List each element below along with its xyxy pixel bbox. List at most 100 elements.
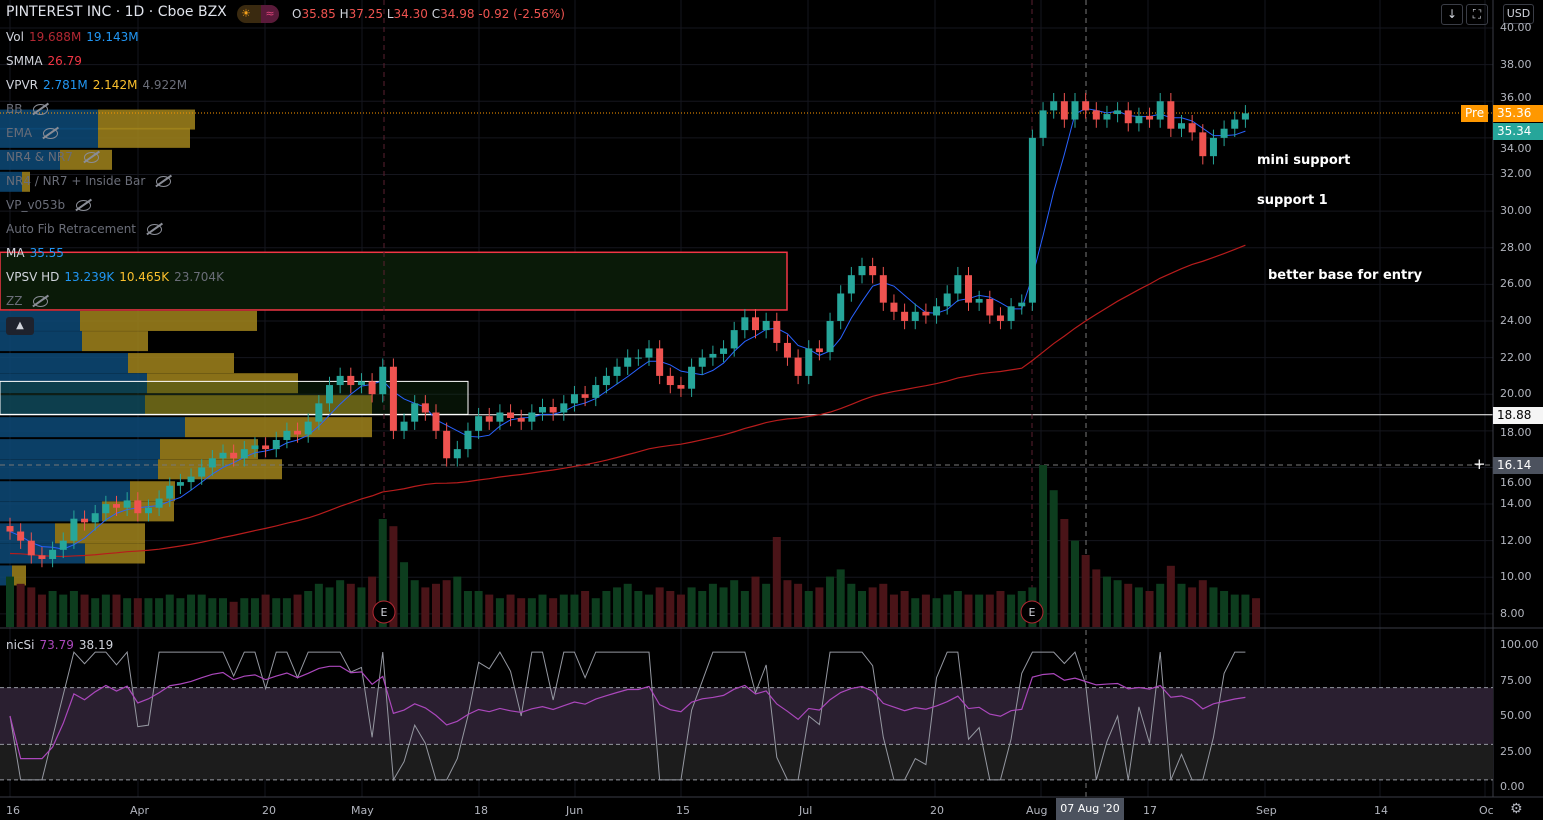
candle-body	[219, 452, 227, 459]
candle-body	[230, 452, 238, 459]
volume-bar	[943, 594, 952, 627]
volume-bar	[69, 591, 78, 627]
candle-body	[837, 293, 845, 321]
volume-bar	[250, 598, 259, 627]
candle-body	[581, 394, 589, 398]
candle-body	[283, 430, 291, 440]
candle-body	[1124, 110, 1132, 124]
resistance-zone-rectangle	[0, 251, 788, 311]
volume-bar	[911, 598, 920, 627]
hidden-eye-icon[interactable]	[43, 128, 59, 139]
oscillator-tick-label: 25.00	[1500, 744, 1532, 758]
candle-body	[1071, 101, 1079, 120]
currency-button[interactable]: USD	[1503, 4, 1534, 24]
candle-body	[176, 482, 184, 486]
hidden-eye-icon[interactable]	[156, 176, 172, 187]
collapse-legend-button[interactable]: ▲	[6, 317, 34, 335]
candle-body	[208, 458, 216, 468]
legend-vpvr[interactable]: VPVR 2.781M 2.142M 4.922M	[6, 78, 188, 92]
volume-bar	[527, 598, 536, 627]
candle-body	[613, 366, 621, 376]
legend-vpsv[interactable]: VPSV HD 13.239K 10.465K 23.704K	[6, 270, 224, 284]
candle-body	[368, 381, 376, 395]
volume-bar	[1071, 540, 1079, 627]
time-tick-label: Aug	[1026, 804, 1048, 817]
volume-bar	[378, 519, 387, 627]
candle-body	[901, 311, 909, 321]
volume-profile-down	[12, 565, 26, 586]
candle-body	[1028, 137, 1036, 303]
volume-bar	[889, 594, 898, 627]
volume-bar	[144, 598, 153, 627]
exchange: Cboe BZX	[157, 4, 227, 20]
volume-bar	[1007, 594, 1016, 627]
symbol-header[interactable]: PINTEREST INC · 1D · Cboe BZX	[6, 4, 227, 20]
candle-body	[1103, 114, 1111, 120]
legend-vp[interactable]: VP_v053b	[6, 198, 92, 212]
legend-ema[interactable]: EMA	[6, 126, 59, 140]
volume-bar	[1124, 583, 1133, 627]
scroll-to-latest-button[interactable]: ↓	[1441, 4, 1463, 25]
interval[interactable]: 1D	[124, 4, 145, 20]
candle-body	[326, 385, 333, 404]
volume-bar	[37, 594, 46, 627]
oscillator-tick-label: 75.00	[1500, 673, 1532, 687]
volume-bar	[645, 594, 653, 627]
price-tick-label: 38.00	[1500, 57, 1532, 71]
volume-bar	[325, 587, 334, 627]
price-tick-label: 32.00	[1500, 167, 1532, 181]
volume-bar	[1113, 580, 1122, 627]
candle-body	[528, 412, 536, 422]
volume-bar	[453, 576, 462, 627]
annotation-mini-support[interactable]: mini support	[1257, 153, 1351, 168]
volume-bar	[1241, 594, 1250, 627]
hidden-eye-icon[interactable]	[147, 224, 163, 235]
legend-nr4-nr7[interactable]: NR4 & NR7	[6, 150, 99, 164]
volume-bar	[730, 580, 739, 627]
volume-bar	[346, 583, 355, 627]
candle-body	[1039, 110, 1047, 138]
volume-profile-up	[0, 523, 55, 544]
hidden-eye-icon[interactable]	[83, 152, 99, 163]
annotation-better-base[interactable]: better base for entry	[1268, 268, 1423, 283]
candle-body	[400, 421, 408, 431]
legend-vol[interactable]: Vol 19.688M 19.143M	[6, 30, 139, 44]
legend-auto-fib[interactable]: Auto Fib Retracement	[6, 222, 163, 236]
hidden-eye-icon[interactable]	[76, 200, 92, 211]
volume-bar	[762, 583, 771, 627]
volume-bar	[804, 591, 813, 627]
crosshair-plus-icon[interactable]: +	[1473, 455, 1486, 473]
hidden-eye-icon[interactable]	[33, 296, 49, 307]
candle-body	[17, 531, 25, 541]
session-badge[interactable]: ☀ ≈	[237, 5, 279, 23]
legend-smma[interactable]: SMMA 26.79	[6, 54, 82, 68]
candle-body	[389, 366, 397, 431]
volume-bar	[676, 594, 685, 627]
volume-bar	[751, 576, 760, 627]
legend-nr4-inside-bar[interactable]: NR4 / NR7 + Inside Bar	[6, 174, 172, 188]
candle-body	[656, 348, 664, 376]
candle-body	[379, 366, 387, 395]
legend-oscillator[interactable]: nicSi 73.79 38.19	[6, 638, 114, 652]
volume-bar	[240, 598, 249, 627]
volume-bar	[133, 598, 142, 627]
hidden-eye-icon[interactable]	[33, 104, 49, 115]
candle-body	[187, 476, 195, 483]
volume-bar	[879, 583, 888, 627]
legend-zz[interactable]: ZZ	[6, 294, 49, 308]
oscillator-band	[0, 687, 1493, 745]
annotation-support-1[interactable]: support 1	[1257, 193, 1328, 208]
legend-ma[interactable]: MA 35.55	[6, 246, 64, 260]
volume-bar	[1209, 587, 1218, 627]
volume-bar	[847, 583, 856, 627]
candle-body	[1241, 113, 1249, 120]
legend-bb[interactable]: BB	[6, 102, 49, 116]
candle-body	[826, 320, 834, 353]
candle-body	[357, 381, 365, 386]
volume-profile-up	[0, 353, 128, 374]
volume-bar	[442, 580, 451, 627]
settings-gear-icon[interactable]: ⚙	[1510, 801, 1523, 817]
candle-body	[496, 412, 504, 422]
fullscreen-button[interactable]: ⛶	[1466, 4, 1488, 25]
